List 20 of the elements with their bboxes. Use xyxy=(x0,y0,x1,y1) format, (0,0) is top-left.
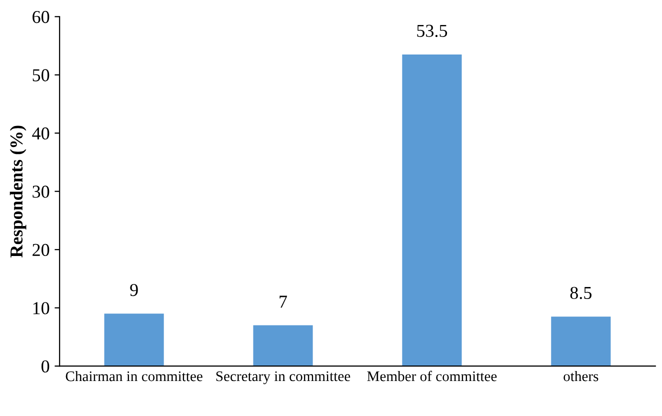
y-tick-label: 20 xyxy=(32,244,50,256)
y-tick-label: 40 xyxy=(32,127,50,140)
data-label: 8.5 xyxy=(570,286,592,300)
y-tick-label: 0 xyxy=(42,360,50,373)
x-tick-label: Member of committee xyxy=(367,370,497,382)
y-tick-label: 60 xyxy=(32,10,50,24)
bar xyxy=(253,325,313,366)
data-label: 9 xyxy=(130,284,138,296)
x-tick-label: Chairman in committee xyxy=(66,370,202,382)
y-tick-label: 30 xyxy=(32,186,50,198)
y-axis-title: Respondents (%) xyxy=(10,126,26,258)
data-label: 53.5 xyxy=(417,24,448,38)
x-tick-label: others xyxy=(564,370,598,382)
bar xyxy=(402,54,462,366)
y-tick-label: 50 xyxy=(32,69,50,82)
x-tick-label: Secretary in committee xyxy=(216,371,350,384)
y-tick-label: 10 xyxy=(33,302,50,314)
bar xyxy=(551,316,611,366)
data-label: 7 xyxy=(280,296,287,308)
bar xyxy=(104,314,164,366)
